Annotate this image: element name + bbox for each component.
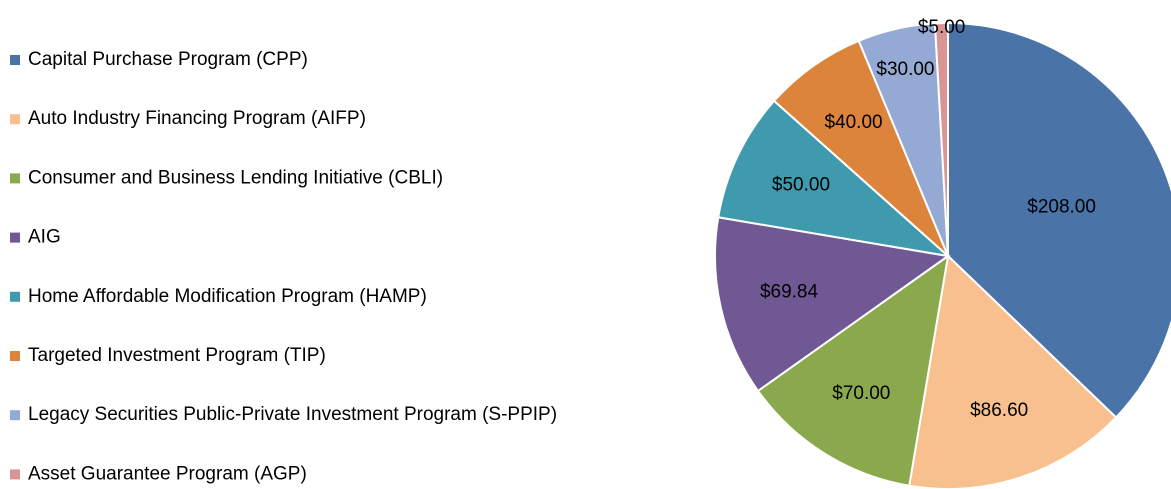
legend-label: Auto Industry Financing Program (AIFP) — [28, 108, 366, 129]
legend-swatch — [10, 469, 20, 480]
data-label: $30.00 — [876, 59, 934, 80]
legend-swatch — [10, 55, 20, 65]
data-label: $86.60 — [970, 400, 1028, 421]
legend-swatch — [10, 232, 20, 243]
pie-slice — [717, 99, 952, 258]
pie-slice — [947, 21, 1171, 419]
data-label: $70.00 — [832, 383, 890, 404]
data-label: $5.00 — [918, 17, 966, 38]
legend-label: Consumer and Business Lending Initiative… — [28, 167, 443, 188]
pie-slice — [908, 253, 1118, 489]
legend-swatch — [10, 351, 20, 361]
pie-slice — [756, 253, 950, 487]
legend-label: Capital Purchase Program (CPP) — [28, 49, 308, 70]
data-label: $208.00 — [1027, 197, 1096, 218]
legend-swatch — [10, 173, 20, 184]
legend-swatch — [10, 291, 20, 302]
legend-swatch — [10, 114, 20, 125]
legend-label: AIG — [28, 227, 61, 248]
legend-swatch — [10, 410, 20, 421]
data-label: $40.00 — [824, 112, 882, 133]
data-label: $50.00 — [772, 174, 830, 195]
legend-label: Home Affordable Modification Program (HA… — [28, 286, 427, 307]
pie-slice — [714, 216, 951, 393]
legend-label: Targeted Investment Program (TIP) — [28, 345, 326, 366]
data-label: $69.84 — [760, 281, 819, 302]
pie-slice — [772, 39, 949, 257]
legend-label: Asset Guarantee Program (AGP) — [28, 463, 307, 484]
legend-label: Legacy Securities Public-Private Investm… — [28, 404, 557, 425]
pie-slice — [933, 21, 949, 257]
